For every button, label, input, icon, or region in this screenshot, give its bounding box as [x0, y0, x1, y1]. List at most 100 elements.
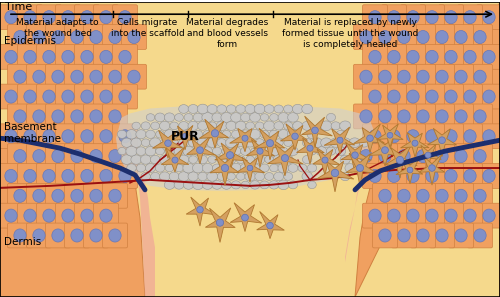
Ellipse shape	[100, 90, 112, 103]
Text: Cells migrate
into the scaffold: Cells migrate into the scaffold	[110, 18, 184, 38]
Ellipse shape	[398, 150, 410, 163]
Ellipse shape	[81, 50, 93, 64]
FancyBboxPatch shape	[36, 164, 62, 188]
Ellipse shape	[188, 139, 198, 147]
Ellipse shape	[128, 70, 140, 83]
FancyBboxPatch shape	[94, 5, 118, 30]
Ellipse shape	[52, 110, 64, 123]
Ellipse shape	[160, 121, 170, 130]
FancyBboxPatch shape	[362, 84, 388, 109]
FancyBboxPatch shape	[8, 25, 32, 49]
FancyBboxPatch shape	[102, 183, 128, 208]
Ellipse shape	[474, 189, 486, 202]
Ellipse shape	[302, 172, 312, 181]
Ellipse shape	[164, 140, 172, 146]
Ellipse shape	[340, 138, 350, 148]
Ellipse shape	[14, 150, 26, 163]
Ellipse shape	[316, 147, 326, 156]
FancyBboxPatch shape	[468, 183, 492, 208]
Ellipse shape	[155, 113, 165, 122]
FancyBboxPatch shape	[420, 84, 444, 109]
Ellipse shape	[288, 164, 298, 172]
Ellipse shape	[464, 50, 476, 64]
FancyBboxPatch shape	[354, 104, 378, 129]
Ellipse shape	[118, 130, 126, 138]
Ellipse shape	[445, 90, 457, 103]
Ellipse shape	[340, 172, 350, 181]
FancyBboxPatch shape	[438, 5, 464, 30]
FancyBboxPatch shape	[26, 25, 52, 49]
Ellipse shape	[232, 130, 240, 138]
FancyBboxPatch shape	[64, 223, 90, 248]
Ellipse shape	[331, 122, 340, 130]
Ellipse shape	[255, 139, 264, 147]
Ellipse shape	[379, 189, 391, 202]
Ellipse shape	[278, 113, 289, 122]
Text: Material degrades
and blood vessels
form: Material degrades and blood vessels form	[186, 18, 268, 49]
FancyBboxPatch shape	[382, 84, 406, 109]
Ellipse shape	[356, 165, 364, 172]
Polygon shape	[316, 161, 354, 192]
Ellipse shape	[436, 31, 448, 44]
FancyBboxPatch shape	[112, 124, 138, 149]
Ellipse shape	[136, 164, 145, 172]
FancyBboxPatch shape	[74, 84, 100, 109]
Ellipse shape	[270, 113, 278, 121]
Ellipse shape	[250, 181, 260, 189]
FancyBboxPatch shape	[476, 45, 500, 69]
FancyBboxPatch shape	[372, 25, 398, 49]
Ellipse shape	[464, 169, 476, 182]
FancyBboxPatch shape	[0, 124, 24, 149]
Polygon shape	[377, 124, 403, 147]
FancyBboxPatch shape	[382, 164, 406, 188]
Ellipse shape	[207, 172, 218, 181]
Text: Material adapts to
the wound bed: Material adapts to the wound bed	[16, 18, 99, 38]
Ellipse shape	[417, 150, 429, 163]
Ellipse shape	[231, 147, 241, 156]
Text: Dermis: Dermis	[4, 237, 41, 247]
Polygon shape	[428, 128, 456, 157]
Ellipse shape	[43, 50, 55, 64]
Polygon shape	[302, 116, 332, 148]
FancyBboxPatch shape	[362, 164, 388, 188]
FancyBboxPatch shape	[468, 144, 492, 168]
Polygon shape	[268, 143, 303, 176]
Ellipse shape	[119, 90, 131, 103]
Ellipse shape	[5, 209, 17, 222]
Ellipse shape	[426, 130, 438, 143]
Ellipse shape	[379, 229, 391, 242]
FancyBboxPatch shape	[438, 84, 464, 109]
Text: Basement
membrane: Basement membrane	[4, 122, 61, 144]
Ellipse shape	[128, 31, 140, 44]
Polygon shape	[280, 124, 307, 150]
FancyBboxPatch shape	[354, 25, 378, 49]
Ellipse shape	[426, 90, 438, 103]
Ellipse shape	[284, 173, 292, 180]
FancyBboxPatch shape	[94, 45, 118, 69]
Polygon shape	[355, 2, 500, 297]
FancyBboxPatch shape	[362, 45, 388, 69]
FancyBboxPatch shape	[354, 144, 378, 168]
Ellipse shape	[122, 138, 132, 147]
Ellipse shape	[109, 189, 121, 202]
Ellipse shape	[464, 11, 476, 24]
Ellipse shape	[217, 155, 226, 164]
Ellipse shape	[5, 50, 17, 64]
Ellipse shape	[360, 110, 372, 123]
Ellipse shape	[302, 121, 312, 130]
FancyBboxPatch shape	[392, 223, 416, 248]
Ellipse shape	[398, 110, 410, 123]
FancyBboxPatch shape	[122, 25, 146, 49]
Ellipse shape	[62, 11, 74, 24]
Ellipse shape	[203, 130, 212, 138]
Polygon shape	[254, 128, 284, 160]
FancyBboxPatch shape	[372, 64, 398, 89]
Ellipse shape	[398, 70, 410, 83]
FancyBboxPatch shape	[392, 25, 416, 49]
Ellipse shape	[264, 105, 274, 113]
Ellipse shape	[222, 165, 228, 172]
Ellipse shape	[174, 181, 184, 189]
Ellipse shape	[33, 189, 45, 202]
FancyBboxPatch shape	[476, 84, 500, 109]
Ellipse shape	[141, 172, 150, 181]
